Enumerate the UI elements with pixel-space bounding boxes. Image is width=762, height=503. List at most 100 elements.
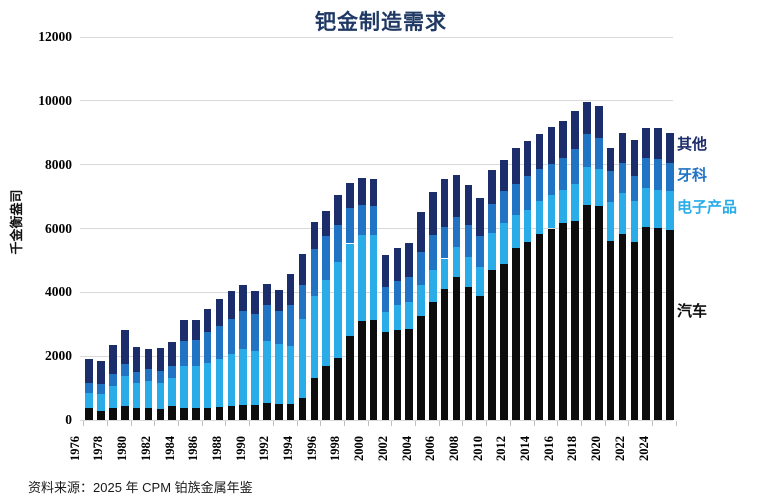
bar-segment	[464, 185, 473, 225]
bar-segment	[275, 290, 283, 311]
bar-segment	[369, 179, 378, 207]
bar-segment	[500, 223, 508, 264]
bar-segment	[618, 133, 627, 164]
bar-segment	[594, 137, 603, 170]
bar-segment	[120, 364, 129, 376]
x-axis-tick	[604, 421, 606, 426]
x-tick-label: 1998	[328, 436, 343, 461]
x-tick-label: 2010	[470, 436, 485, 461]
bar-segment	[393, 329, 402, 420]
bar-segment	[239, 404, 248, 420]
bar-segment	[97, 394, 105, 412]
bar-segment	[405, 301, 413, 330]
bar-segment	[393, 281, 402, 306]
bar-segment	[535, 234, 544, 420]
legend-label-dental: 牙科	[677, 167, 708, 184]
bar-segment	[488, 270, 496, 420]
x-axis-tick	[486, 421, 488, 426]
bar-segment	[85, 382, 93, 393]
bar-segment	[488, 233, 496, 271]
bar-segment	[357, 177, 366, 205]
bar-segment	[334, 224, 342, 262]
x-tick-label: 1984	[162, 436, 177, 461]
bar-segment	[144, 381, 153, 408]
bar-segment	[440, 178, 449, 227]
x-tick-label: 1992	[257, 436, 272, 461]
bar-segment	[642, 187, 650, 227]
bar-segment	[144, 349, 153, 370]
y-tick-label: 2000	[45, 348, 72, 364]
bar-segment	[334, 262, 342, 358]
bar-segment	[440, 258, 449, 290]
bar-segment	[571, 111, 579, 149]
bar-segment	[310, 248, 319, 296]
bar-segment	[251, 291, 259, 315]
bar-segment	[239, 310, 248, 350]
bar-segment	[168, 406, 176, 420]
bar-segment	[227, 406, 236, 420]
bar-segment	[334, 194, 342, 225]
x-tick-label: 2018	[565, 436, 580, 461]
bar-segment	[120, 406, 129, 420]
x-tick-label: 2002	[375, 436, 390, 461]
bar-segment	[500, 159, 508, 192]
bar-segment	[239, 349, 248, 405]
legend-label-electronics: 电子产品	[677, 199, 738, 216]
bar-segment	[666, 230, 674, 420]
bar-segment	[357, 235, 366, 321]
bar-segment	[346, 335, 354, 420]
x-tick-label: 2006	[423, 436, 438, 461]
bar-segment	[369, 206, 378, 236]
bar-segment	[97, 361, 105, 384]
bar-segment	[654, 127, 662, 160]
bar-segment	[85, 407, 93, 420]
bar-segment	[192, 365, 200, 408]
bar-segment	[452, 246, 461, 277]
bar-segment	[180, 340, 188, 367]
bar-segment	[523, 209, 532, 242]
bar-segment	[547, 127, 556, 165]
bar-segment	[488, 170, 496, 204]
x-axis-tick	[438, 421, 440, 426]
x-axis-tick	[533, 421, 535, 426]
bar-segment	[132, 382, 141, 408]
bar-segment	[547, 194, 556, 229]
bar-segment	[346, 182, 354, 209]
bar-segment	[440, 226, 449, 259]
bar-segment	[559, 120, 567, 158]
x-axis-tick	[83, 421, 85, 426]
bar-segment	[381, 286, 390, 312]
y-tick-label: 4000	[45, 284, 72, 300]
bar-segment	[322, 236, 330, 281]
bar-segment	[476, 236, 485, 267]
y-tick-label: 0	[65, 412, 72, 427]
bar-segment	[109, 374, 117, 386]
bar-segment	[583, 204, 591, 420]
x-axis-tick	[415, 421, 417, 426]
bar-segment	[156, 347, 165, 371]
bar-segment	[559, 189, 567, 224]
x-axis-tick	[106, 421, 108, 426]
bar-segment	[298, 254, 307, 285]
bar-segment	[310, 222, 319, 249]
bar-segment	[357, 204, 366, 236]
bar-segment	[630, 176, 639, 202]
x-axis-tick	[296, 421, 298, 426]
bar-segment	[263, 340, 271, 404]
bar-segment	[642, 157, 650, 188]
bar-segment	[464, 256, 473, 287]
bar-segment	[346, 208, 354, 244]
bar-segment	[239, 285, 248, 311]
bar-segment	[630, 241, 639, 420]
bar-segment	[618, 234, 627, 420]
bar-segment	[227, 318, 236, 355]
bar-segment	[227, 354, 236, 407]
x-axis-tick	[272, 421, 274, 426]
bar-segment	[346, 243, 354, 336]
bar-segment	[251, 351, 259, 405]
bar-segment	[512, 148, 520, 184]
x-tick-label: 2022	[612, 436, 627, 461]
bar-segment	[144, 407, 153, 420]
x-axis-tick	[628, 421, 630, 426]
y-tick-label: 12000	[38, 29, 72, 44]
